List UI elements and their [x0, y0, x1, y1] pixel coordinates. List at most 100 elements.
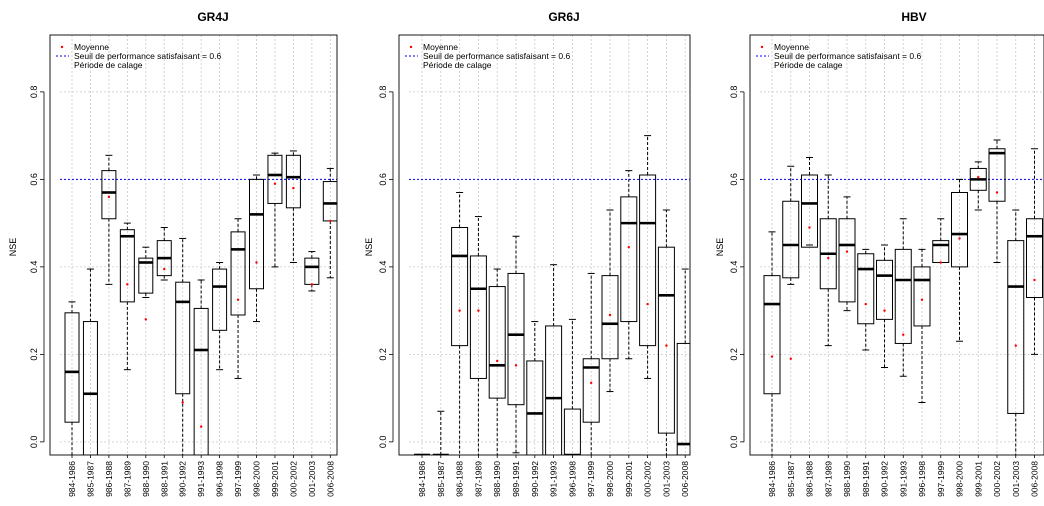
y-tick-label: 0.4 [29, 261, 39, 274]
box-body [857, 253, 875, 325]
box-006-2008 [322, 167, 337, 279]
box-001-2003 [304, 251, 320, 292]
legend-mean-symbol [409, 45, 413, 49]
box-991-1993 [894, 218, 912, 377]
mean-point [273, 182, 277, 185]
legend-mean-label: Moyenne [774, 42, 809, 52]
y-tick-label: 0.6 [729, 173, 739, 186]
box-body [193, 307, 209, 455]
x-tick-label: 000-2002 [288, 461, 298, 497]
box-body [101, 170, 117, 220]
mean-point [292, 186, 295, 190]
x-tick-label: 000-2002 [643, 461, 653, 497]
box-001-2003 [657, 209, 675, 455]
box-body [451, 227, 469, 347]
box-000-2002 [285, 150, 301, 263]
x-tick-label: 984-1986 [417, 461, 427, 497]
grid [60, 35, 337, 455]
box-body [230, 231, 246, 316]
mean-point [329, 219, 332, 223]
box-body [1026, 218, 1043, 298]
x-tick-label: 985-1987 [436, 461, 446, 497]
mean-point [789, 357, 792, 360]
mean-point [845, 250, 849, 253]
mean-point [808, 226, 811, 229]
x-tick-label: 006-2008 [1030, 461, 1040, 497]
x-tick-label: 985-1987 [786, 461, 796, 497]
mean-point [995, 191, 999, 194]
box-body [657, 246, 675, 434]
box-997-1999 [932, 218, 950, 264]
panel-title: GR6J [548, 10, 579, 24]
box-999-2001 [969, 161, 987, 211]
box-990-1992 [526, 321, 544, 455]
x-tick-label: 001-2003 [307, 461, 317, 497]
mean-point [902, 333, 905, 336]
box-998-2000 [951, 178, 968, 342]
mean-point [977, 175, 980, 179]
y-tick-label: 0.6 [378, 173, 388, 186]
box-body [876, 259, 893, 320]
x-tick-label: 988-1990 [492, 461, 502, 497]
box-body [782, 200, 800, 279]
box-998-2000 [601, 209, 619, 393]
box-987-1989 [469, 216, 487, 455]
plot-frame [398, 34, 691, 456]
x-tick-label: 991-1993 [196, 461, 206, 497]
mean-point [939, 261, 942, 264]
x-tick-label: 996-1998 [917, 461, 927, 497]
box-body [582, 358, 600, 423]
box-986-1988 [451, 192, 469, 455]
box-000-2002 [639, 135, 657, 379]
y-tick-label: 0.2 [729, 348, 739, 361]
x-tick-label: 988-1990 [141, 461, 151, 497]
mean-point [627, 245, 630, 249]
y-tick-label: 0.4 [378, 261, 388, 274]
box-988-1991 [156, 227, 172, 281]
legend-mean-symbol [760, 45, 764, 49]
plot-frame [49, 34, 338, 456]
boxes [763, 139, 1043, 455]
x-tick-label: 987-1989 [473, 461, 483, 497]
box-body [801, 174, 818, 248]
box-body [212, 268, 228, 331]
mean-point [255, 261, 258, 264]
box-999-2001 [267, 152, 283, 268]
mean-point [310, 283, 314, 286]
x-tick-label: 991-1993 [898, 461, 908, 497]
box-988-1990 [488, 268, 506, 455]
x-tick-label: 997-1999 [586, 461, 596, 497]
mean-point [181, 401, 184, 404]
box-006-2008 [676, 268, 690, 455]
box-body [639, 174, 657, 347]
y-axis-label: NSE [8, 238, 18, 257]
y-tick-label: 0.0 [729, 436, 739, 449]
x-tick-label: 001-2003 [661, 461, 671, 497]
legend-calibration-label: Période de calage [74, 60, 143, 70]
x-tick-label: 990-1992 [178, 461, 188, 497]
box-997-1999 [582, 272, 600, 455]
x-tick-label: 986-1988 [455, 461, 465, 497]
box-996-1998 [212, 262, 228, 371]
mean-point [864, 302, 867, 306]
mean-point [883, 309, 886, 312]
panel-title: GR4J [197, 10, 228, 24]
mean-point [514, 364, 518, 367]
box-body [601, 275, 619, 360]
box-986-1988 [101, 154, 117, 285]
boxes [414, 135, 690, 455]
y-tick-label: 0.0 [378, 436, 388, 449]
box-991-1993 [193, 279, 209, 455]
box-990-1992 [175, 237, 191, 455]
mean-point [665, 344, 668, 347]
box-body [545, 325, 563, 455]
plot-frame [749, 34, 1044, 456]
x-tick-label: 990-1992 [530, 461, 540, 497]
x-tick-label: 987-1989 [823, 461, 833, 497]
x-tick-label: 001-2003 [1011, 461, 1021, 497]
box-996-1998 [563, 318, 581, 455]
grid [409, 35, 690, 455]
x-tick-label: 990-1992 [880, 461, 890, 497]
